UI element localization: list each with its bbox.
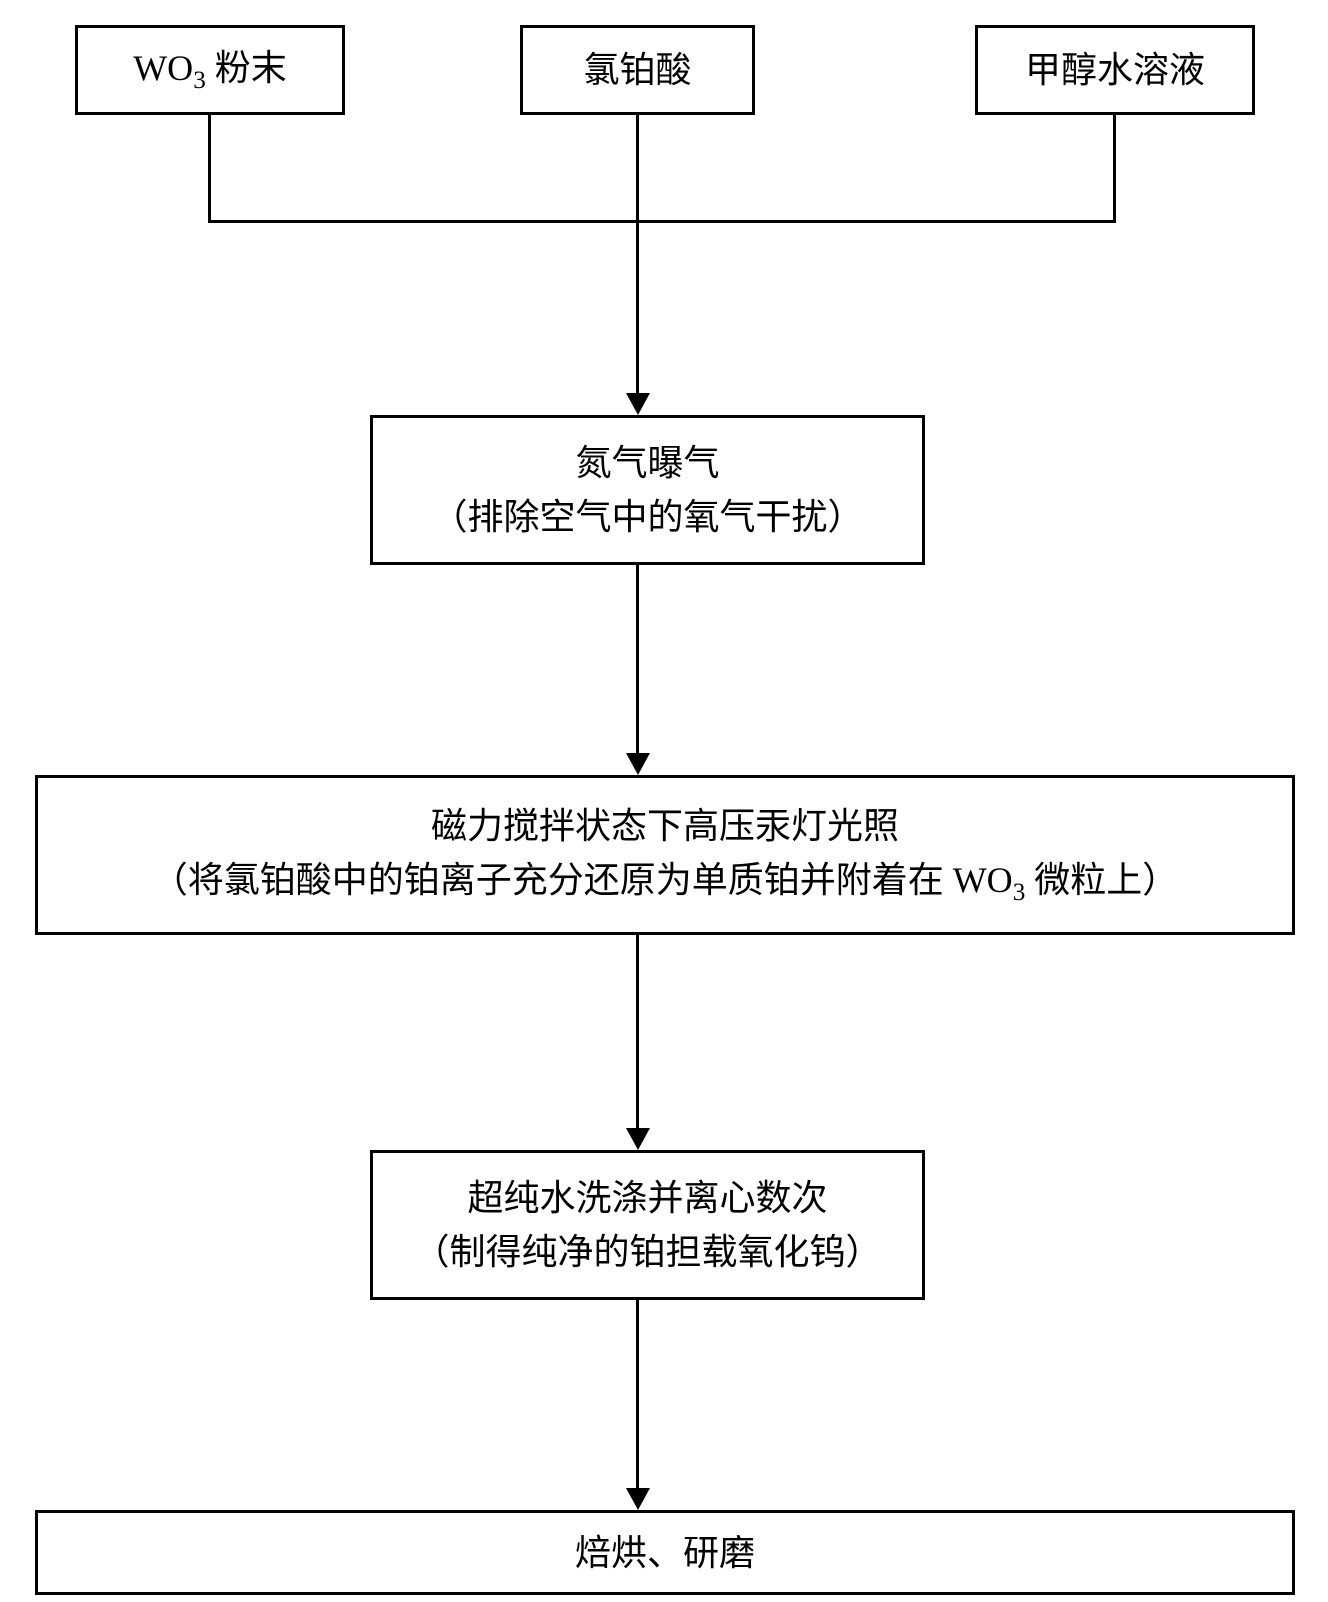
- node-step1-subtext: （排除空气中的氧气干扰）: [431, 490, 863, 544]
- edge-step2-step3: [636, 935, 639, 1130]
- node-step3: 超纯水洗涤并离心数次 （制得纯净的铂担载氧化钨）: [370, 1150, 925, 1300]
- node-step2-label: 磁力搅拌状态下高压汞灯光照: [431, 799, 899, 853]
- arrow-to-step2: [626, 753, 650, 775]
- edge-input1-down: [208, 115, 211, 223]
- edge-step3-step4: [636, 1300, 639, 1490]
- node-step2-subtext: （将氯铂酸中的铂离子充分还原为单质铂并附着在 WO3 微粒上）: [152, 853, 1179, 912]
- node-input3-label: 甲醇水溶液: [1025, 43, 1205, 97]
- arrow-to-step1: [626, 393, 650, 415]
- node-input1-label: WO3 粉末: [133, 41, 287, 100]
- node-step4-label: 焙烘、研磨: [575, 1526, 755, 1580]
- edge-input3-down: [1113, 115, 1116, 223]
- node-input2-label: 氯铂酸: [583, 43, 691, 97]
- node-input3: 甲醇水溶液: [975, 25, 1255, 115]
- node-input2: 氯铂酸: [520, 25, 755, 115]
- arrow-to-step4: [626, 1488, 650, 1510]
- edge-merge-down: [636, 220, 639, 395]
- edge-merge-horizontal: [208, 220, 1116, 223]
- node-step1-label: 氮气曝气: [575, 436, 719, 490]
- node-step3-label: 超纯水洗涤并离心数次: [467, 1171, 827, 1225]
- node-step1: 氮气曝气 （排除空气中的氧气干扰）: [370, 415, 925, 565]
- node-step4: 焙烘、研磨: [35, 1510, 1295, 1595]
- edge-step1-step2: [636, 565, 639, 755]
- node-step2: 磁力搅拌状态下高压汞灯光照 （将氯铂酸中的铂离子充分还原为单质铂并附着在 WO3…: [35, 775, 1295, 935]
- edge-input2-down: [636, 115, 639, 223]
- node-step3-subtext: （制得纯净的铂担载氧化钨）: [413, 1225, 881, 1279]
- node-input1: WO3 粉末: [75, 25, 345, 115]
- arrow-to-step3: [626, 1128, 650, 1150]
